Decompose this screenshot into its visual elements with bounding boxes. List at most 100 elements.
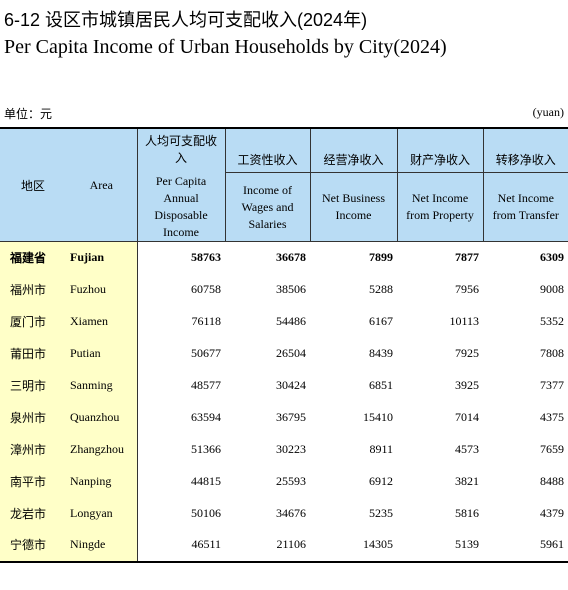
value-cell: 5352 (540, 314, 564, 329)
column-cn: 转移净收入 (482, 128, 568, 173)
value-cell: 5961 (540, 537, 564, 552)
title-en: Per Capita Income of Urban Households by… (4, 36, 447, 58)
value-cell: 7014 (455, 409, 479, 424)
value-cell: 3821 (455, 473, 479, 488)
area-cell: 宁德市 (0, 529, 66, 562)
table: 地区 Area 人均可支配收入 Per Capita Annual Dispos… (0, 127, 568, 563)
column-header: 人均可支配收入 Per Capita Annual Disposable Inc… (136, 128, 225, 242)
area-cell: 三明市 (0, 369, 66, 402)
value-cell: 26504 (276, 346, 306, 361)
value-cell: 5288 (369, 282, 393, 297)
value-cell: 51366 (191, 441, 221, 456)
value-cell: 7808 (540, 346, 564, 361)
column-cn: 财产净收入 (396, 128, 483, 173)
value-cell: 30424 (276, 378, 306, 392)
value-cell: 50677 (191, 346, 221, 361)
table-row: 宁德市 Ningde 46511 21106 14305 5139 5961 (0, 529, 568, 562)
column-en: Net Income from Property (396, 172, 483, 242)
value-cell: 48577 (191, 378, 221, 392)
value-cell: 15410 (363, 409, 393, 424)
value-cell: 8439 (369, 346, 393, 361)
column-en: Net Income from Transfer (482, 172, 568, 242)
area-cell: 泉州市 (0, 401, 66, 434)
table-row: 福州市 Fuzhou 60758 38506 5288 7956 9008 (0, 273, 568, 306)
value-cell: 3925 (455, 378, 479, 392)
title-cn: 6-12 设区市城镇居民人均可支配收入(2024年) (4, 10, 368, 30)
table-row: 漳州市 Zhangzhou 51366 30223 8911 4573 7659 (0, 433, 568, 466)
area-cell: 厦门市 (0, 305, 66, 338)
area-cell: Sanming (66, 369, 138, 402)
value-cell: 14305 (363, 537, 393, 552)
value-cell: 5235 (369, 505, 393, 520)
column-en: Income of Wages and Salaries (224, 172, 310, 242)
area-cell: 南平市 (0, 465, 66, 498)
value-cell: 21106 (276, 537, 306, 552)
area-cell: Xiamen (66, 305, 138, 338)
area-cell: Fuzhou (66, 273, 138, 306)
area-cn-header: 地区 (0, 128, 66, 242)
unit-right: (yuan) (532, 105, 564, 119)
area-cell: Ningde (66, 529, 138, 562)
area-en-header: Area (66, 128, 137, 242)
column-cn: 工资性收入 (224, 128, 310, 173)
area-cell: Nanping (66, 465, 138, 498)
value-cell: 34676 (276, 505, 306, 520)
table-row: 南平市 Nanping 44815 25593 6912 3821 8488 (0, 465, 568, 498)
value-cell: 7659 (540, 441, 564, 456)
value-cell: 63594 (191, 409, 221, 424)
area-cell: Putian (66, 337, 138, 370)
table-row: 厦门市 Xiamen 76118 54486 6167 10113 5352 (0, 305, 568, 338)
value-cell: 6851 (369, 378, 393, 392)
column-cn: 人均可支配收入 (145, 134, 218, 165)
area-cell: 龙岩市 (0, 497, 66, 530)
value-cell: 54486 (276, 314, 306, 329)
value-cell: 30223 (276, 441, 306, 456)
table-row: 三明市 Sanming 48577 30424 6851 3925 7377 (0, 369, 568, 402)
value-cell: 7877 (455, 250, 479, 265)
value-cell: 9008 (540, 282, 564, 297)
unit-left: 单位：元 (4, 107, 53, 121)
value-cell: 5139 (455, 537, 479, 552)
area-cell: 漳州市 (0, 433, 66, 466)
value-cell: 44815 (191, 473, 221, 488)
value-cell: 7377 (540, 378, 564, 392)
column-en: Net Business Income (309, 172, 397, 242)
value-cell: 7956 (455, 282, 479, 297)
value-cell: 38506 (276, 282, 306, 297)
table-row: 福建省 Fujian 58763 36678 7899 7877 6309 (0, 241, 568, 274)
column-en: Per Capita Annual Disposable Income (154, 174, 208, 239)
value-cell: 8488 (540, 473, 564, 488)
area-cell: Fujian (66, 241, 138, 274)
value-cell: 58763 (191, 250, 221, 265)
value-cell: 4573 (455, 441, 479, 456)
column-cn: 经营净收入 (309, 128, 397, 173)
value-cell: 8911 (369, 441, 393, 456)
area-cell: Quanzhou (66, 401, 138, 434)
table-header: 地区 Area 人均可支配收入 Per Capita Annual Dispos… (0, 128, 568, 242)
table-row: 泉州市 Quanzhou 63594 36795 15410 7014 4375 (0, 401, 568, 434)
value-cell: 6912 (369, 473, 393, 488)
value-cell: 46511 (191, 537, 221, 552)
value-cell: 36678 (276, 250, 306, 265)
area-cell: 莆田市 (0, 337, 66, 370)
value-cell: 7899 (369, 250, 393, 265)
value-cell: 6167 (369, 314, 393, 329)
table-row: 龙岩市 Longyan 50106 34676 5235 5816 4379 (0, 497, 568, 530)
value-cell: 10113 (449, 314, 479, 329)
value-cell: 36795 (276, 409, 306, 424)
area-cell: 福州市 (0, 273, 66, 306)
table-row: 莆田市 Putian 50677 26504 8439 7925 7808 (0, 337, 568, 370)
value-cell: 5816 (455, 505, 479, 520)
value-cell: 60758 (191, 282, 221, 297)
area-cell: Zhangzhou (66, 433, 138, 466)
area-cell: Longyan (66, 497, 138, 530)
value-cell: 7925 (455, 346, 479, 361)
table-body: 福建省 Fujian 58763 36678 7899 7877 6309 福州市 Fuzhou… (0, 241, 568, 562)
value-cell: 4375 (540, 409, 564, 424)
value-cell: 50106 (191, 505, 221, 520)
value-cell: 6309 (540, 250, 564, 265)
area-cell: 福建省 (0, 241, 66, 274)
value-cell: 25593 (276, 473, 306, 488)
value-cell: 76118 (191, 314, 221, 329)
